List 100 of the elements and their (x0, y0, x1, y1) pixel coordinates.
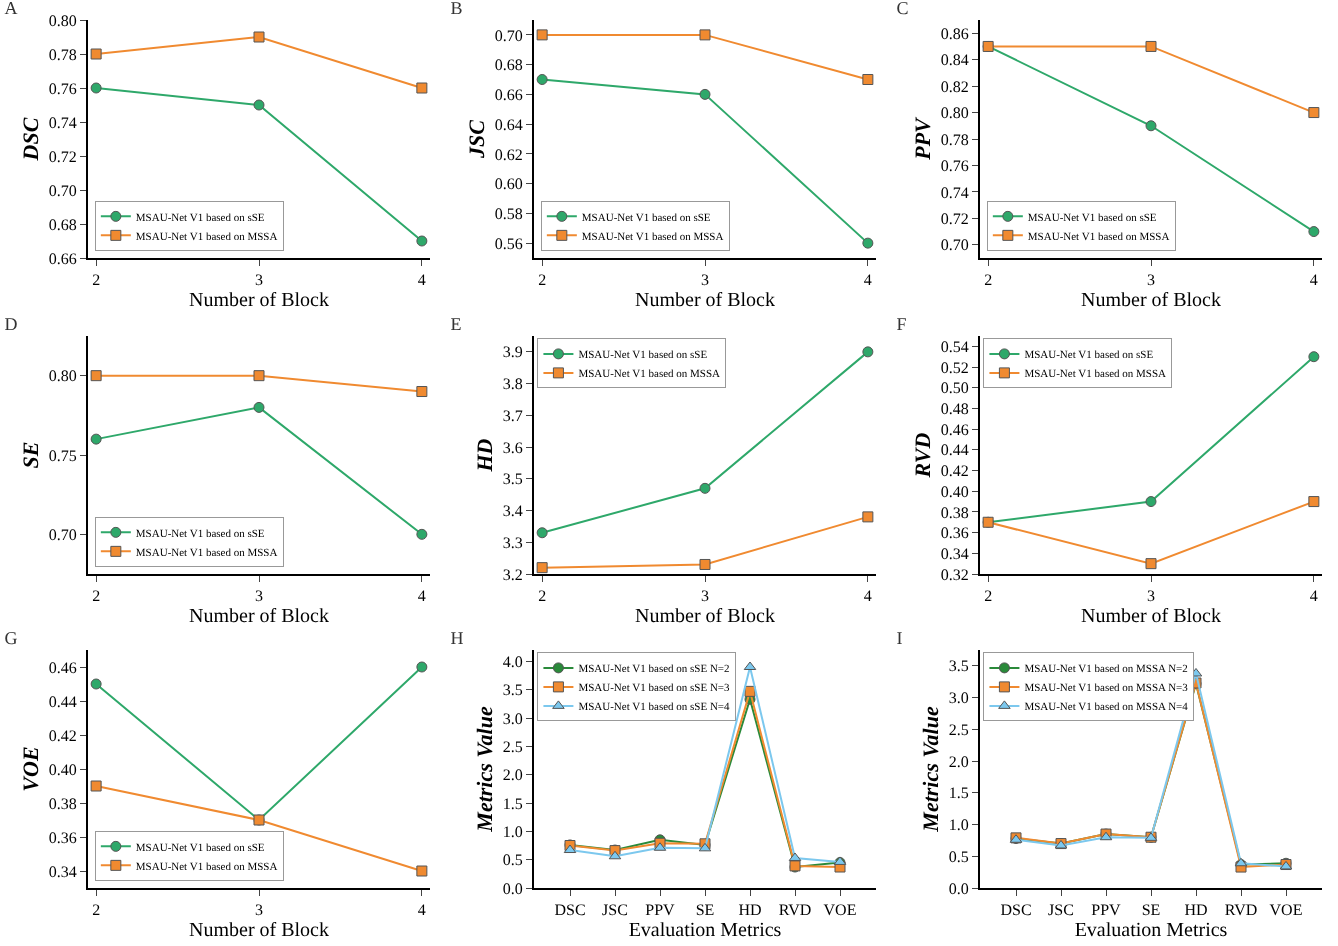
y-tick-label: 0.44 (940, 440, 969, 459)
x-tick-label: VOE (823, 901, 857, 920)
x-tick-label: DSC (1000, 901, 1032, 920)
y-axis-title: PPV (912, 114, 937, 160)
y-tick-label: 2.5 (502, 737, 523, 756)
y-tick-label: 0.58 (494, 204, 523, 223)
y-tick-label: 0.36 (48, 828, 77, 847)
y-tick-label: 0.80 (940, 104, 969, 123)
x-axis-title: Evaluation Metrics (1074, 920, 1228, 943)
x-tick-label: 3 (255, 586, 263, 605)
y-tick-label: 0.72 (48, 147, 77, 166)
y-tick-label: 0.46 (940, 419, 969, 438)
x-tick-label: HD (738, 901, 762, 920)
x-tick-label: 3 (701, 271, 709, 290)
y-tick-label: 1.0 (948, 816, 969, 835)
x-axis-title: Number of Block (189, 920, 329, 943)
x-tick-label: JSC (1048, 901, 1074, 920)
y-tick-label: 0.5 (502, 851, 523, 870)
y-tick-label: 0.42 (940, 461, 969, 480)
x-axis-title: Number of Block (189, 605, 329, 628)
x-tick-label: VOE (1269, 901, 1303, 920)
y-tick-label: 0.68 (494, 56, 523, 75)
y-tick-label: 0.50 (940, 378, 969, 397)
y-tick-label: 0.42 (48, 726, 77, 745)
y-tick-label: 3.5 (948, 657, 969, 676)
x-axis-title: Evaluation Metrics (628, 920, 782, 943)
x-tick-label: 2 (984, 271, 993, 290)
y-tick-label: 3.8 (502, 374, 523, 393)
chart-title: G (4, 628, 19, 649)
chart-title: H (450, 628, 465, 649)
x-tick-label: 3 (1147, 271, 1155, 290)
x-tick-label: SE (695, 901, 715, 920)
y-tick-label: 3.2 (502, 564, 523, 583)
y-tick-label: 0.66 (494, 85, 523, 104)
x-tick-label: 2 (92, 586, 101, 605)
x-tick-label: 4 (863, 271, 872, 290)
x-tick-label: 3 (1147, 586, 1155, 605)
chart-title: A (4, 0, 19, 19)
x-tick-label: 2 (92, 901, 101, 920)
y-tick-label: 0.0 (948, 879, 969, 898)
y-tick-label: 0.75 (48, 445, 77, 464)
x-tick-label: 3 (255, 901, 263, 920)
y-tick-label: 0.56 (494, 234, 523, 253)
y-tick-label: 3.0 (502, 709, 523, 728)
chart-title: I (896, 628, 903, 649)
y-tick-label: 0.80 (48, 11, 77, 30)
y-axis-title: VOE (20, 746, 45, 792)
x-axis-title: Number of Block (189, 290, 329, 313)
y-tick-label: 3.7 (502, 405, 523, 424)
x-axis-title: Number of Block (635, 290, 775, 313)
x-axis-title: Number of Block (635, 605, 775, 628)
y-tick-label: 2.0 (502, 766, 523, 785)
x-tick-label: PPV (1091, 901, 1122, 920)
x-tick-label: 4 (417, 586, 426, 605)
y-axis-title: DSC (20, 116, 45, 163)
y-tick-label: 0.5 (948, 847, 969, 866)
x-tick-label: 4 (1309, 586, 1318, 605)
y-tick-label: 0.82 (940, 77, 969, 96)
y-axis-title: Metrics Value (474, 706, 499, 834)
y-tick-label: 0.68 (48, 215, 77, 234)
y-tick-label: 0.48 (940, 399, 969, 418)
x-tick-label: DSC (554, 901, 586, 920)
y-tick-label: 3.9 (502, 342, 523, 361)
x-tick-label: RVD (1224, 901, 1258, 920)
x-axis-title: Number of Block (1081, 290, 1221, 313)
y-tick-label: 4.0 (502, 652, 523, 671)
y-tick-label: 3.5 (502, 681, 523, 700)
y-tick-label: 0.72 (940, 209, 969, 228)
y-tick-label: 0.40 (940, 481, 969, 500)
y-tick-label: 0.70 (940, 236, 969, 255)
y-tick-label: 0.38 (48, 794, 77, 813)
y-tick-label: 3.6 (502, 437, 523, 456)
y-tick-label: 0.52 (940, 357, 969, 376)
y-tick-label: 0.44 (48, 692, 77, 711)
y-tick-label: 0.84 (940, 51, 969, 70)
y-tick-label: 0.78 (48, 45, 77, 64)
x-tick-label: 4 (863, 586, 872, 605)
y-tick-label: 0.76 (940, 157, 969, 176)
chart-title: C (896, 0, 909, 19)
y-tick-label: 3.3 (502, 532, 523, 551)
chart-title: D (4, 313, 19, 334)
y-tick-label: 0.64 (494, 115, 523, 134)
chart-title: F (896, 313, 907, 334)
y-tick-label: 0.66 (48, 249, 77, 268)
x-tick-label: 3 (255, 271, 263, 290)
y-tick-label: 0.70 (494, 26, 523, 45)
x-tick-label: 2 (92, 271, 101, 290)
y-tick-label: 0.74 (940, 183, 969, 202)
y-tick-label: 0.78 (940, 130, 969, 149)
y-tick-label: 1.5 (502, 794, 523, 813)
x-tick-label: RVD (778, 901, 812, 920)
y-tick-label: 0.36 (940, 523, 969, 542)
y-tick-label: 1.0 (502, 822, 523, 841)
x-tick-label: 2 (538, 586, 547, 605)
y-tick-label: 3.0 (948, 689, 969, 708)
y-tick-label: 0.80 (48, 366, 77, 385)
y-tick-label: 0.32 (940, 564, 969, 583)
y-tick-label: 3.4 (502, 501, 523, 520)
y-tick-label: 0.74 (48, 113, 77, 132)
y-axis-title: SE (20, 440, 45, 468)
